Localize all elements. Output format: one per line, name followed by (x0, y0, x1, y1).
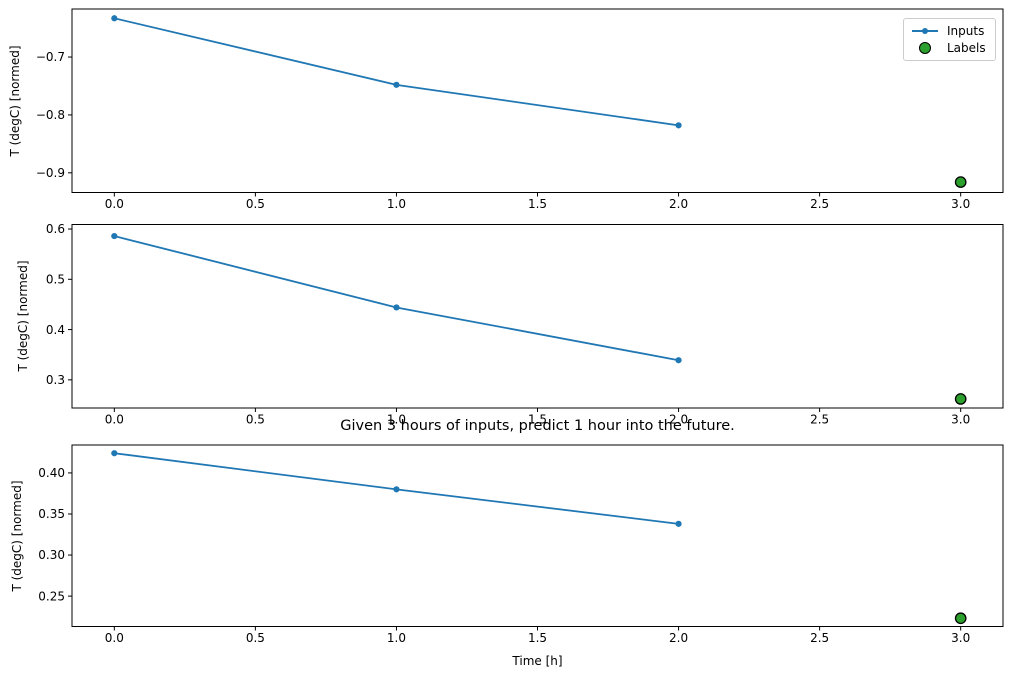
inputs-marker (393, 486, 400, 493)
y-tick-label: 0.25 (38, 589, 65, 603)
subplot-2: 0.0 0.5 1.0 1.5 2.0 2.5 3.0 0.6 0.5 0.4 0.3 (46, 222, 1004, 427)
legend: Inputs Labels (903, 18, 996, 61)
x-tick-label: 3.0 (951, 413, 970, 427)
subplot-2-frame (71, 224, 1004, 409)
x-tick-label: 0.5 (246, 631, 265, 645)
inputs-marker (111, 232, 118, 240)
y-tick-label: −0.8 (36, 108, 65, 122)
labels-point (954, 176, 967, 188)
x-axis-label: Time [h] (512, 654, 563, 668)
x-tick-label: 0.0 (105, 197, 124, 211)
inputs-marker (675, 357, 682, 364)
y-tick-label: 0.30 (38, 548, 65, 562)
subplot-3-frame (71, 444, 1004, 627)
y-tick-label: 0.4 (46, 323, 65, 337)
x-tick-label: 2.0 (669, 197, 688, 211)
figure-title: Given 3 hours of inputs, predict 1 hour … (340, 418, 735, 434)
subplot-3: 0.0 0.5 1.0 1.5 2.0 2.5 3.0 0.40 0.35 0.30 0.25 (38, 444, 1004, 645)
y-tick-label: −0.7 (36, 50, 65, 64)
x-tick-label: 0.0 (105, 631, 124, 645)
inputs-line-icon (912, 28, 938, 35)
inputs-marker (675, 122, 682, 129)
y-tick-label: −0.9 (36, 166, 65, 180)
inputs-marker (111, 450, 118, 457)
y-tick-label: 0.40 (38, 466, 65, 480)
legend-item-inputs: Inputs (912, 25, 987, 37)
inputs-marker (111, 15, 118, 22)
x-tick-label: 1.0 (387, 413, 406, 427)
x-tick-label: 2.0 (669, 413, 688, 427)
x-tick-label: 0.5 (246, 413, 265, 427)
x-tick-label: 1.5 (528, 413, 547, 427)
x-tick-label: 1.0 (387, 197, 406, 211)
x-tick-label: 2.0 (669, 631, 688, 645)
inputs-line (113, 235, 680, 362)
y-axis-label-top: T (degC) [normed] (8, 45, 22, 157)
labels-circle-icon (912, 41, 938, 54)
x-tick-label: 2.5 (810, 197, 829, 211)
x-tick-label: 1.5 (528, 631, 547, 645)
y-tick-label: 0.5 (46, 272, 65, 286)
y-tick-label: 0.3 (46, 373, 65, 387)
y-axis-label-middle: T (degC) [normed] (16, 260, 30, 372)
legend-label-labels: Labels (947, 40, 986, 55)
labels-point (954, 393, 967, 405)
x-tick-label: 0.0 (105, 413, 124, 427)
x-tick-label: 3.0 (951, 197, 970, 211)
inputs-marker (393, 304, 400, 311)
inputs-line-sample (912, 28, 938, 35)
y-tick-label: 0.6 (46, 222, 65, 236)
x-tick-label: 3.0 (951, 631, 970, 645)
subplot-1-frame (71, 8, 1004, 193)
inputs-marker (675, 520, 682, 527)
inputs-marker (393, 81, 400, 88)
x-tick-label: 2.5 (810, 413, 829, 427)
inputs-marker-dot-icon (922, 28, 928, 35)
labels-point (954, 612, 967, 625)
x-tick-label: 1.0 (387, 631, 406, 645)
x-tick-label: 2.5 (810, 631, 829, 645)
y-axis-label-bottom: T (degC) [normed] (10, 480, 24, 592)
x-tick-label: 0.5 (246, 197, 265, 211)
labels-marker-circle (919, 41, 931, 54)
y-tick-label: 0.35 (38, 507, 65, 521)
legend-item-labels: Labels (912, 40, 987, 55)
x-tick-label: 1.5 (528, 197, 547, 211)
inputs-line (113, 17, 680, 127)
subplot-1: 0.0 0.5 1.0 1.5 2.0 2.5 3.0 −0.7 −0.8 −0.9 (36, 8, 1004, 211)
legend-label-inputs: Inputs (947, 24, 985, 39)
